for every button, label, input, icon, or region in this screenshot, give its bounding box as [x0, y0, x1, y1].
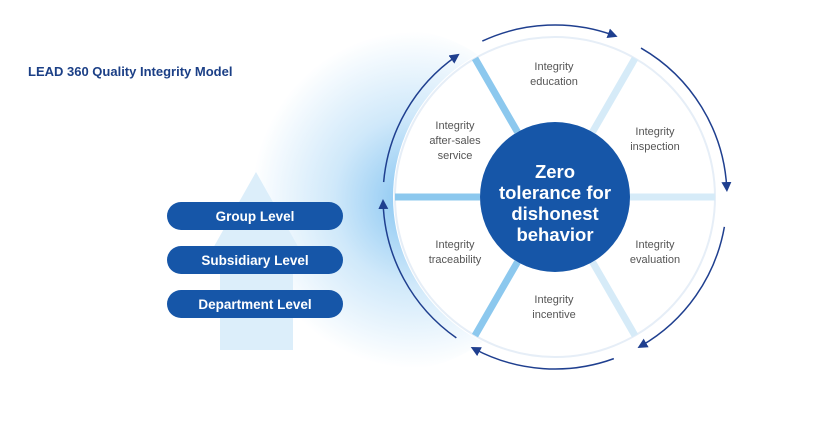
- segment-label: after-sales: [429, 135, 481, 147]
- cycle-arrow-icon: [382, 53, 460, 183]
- segment-label: Integrity: [534, 61, 574, 73]
- segment-divider: [589, 260, 639, 338]
- segment-divider: [471, 56, 521, 134]
- segment-label: Integrity: [534, 294, 574, 306]
- segment-label: inspection: [630, 141, 680, 153]
- segment-divider: [589, 56, 639, 134]
- segment-divider: [471, 260, 521, 338]
- segment-label: Integrity: [635, 126, 675, 138]
- page-title: LEAD 360 Quality Integrity Model: [28, 64, 233, 79]
- segment-label: incentive: [532, 309, 575, 321]
- cycle-arrow-icon: [378, 199, 457, 339]
- cycle-arrow-icon: [640, 47, 732, 192]
- segment-label: Integrity: [435, 120, 475, 132]
- center-circle: [480, 122, 630, 272]
- segment-label: traceability: [429, 254, 482, 266]
- segment-label: Integrity: [635, 239, 675, 251]
- center-line-3: dishonest: [511, 203, 598, 224]
- center-line-1: Zero: [535, 161, 575, 182]
- cycle-arrow-icon: [637, 226, 726, 348]
- cycle-arrow-icon: [470, 346, 615, 370]
- segment-label: service: [438, 150, 473, 162]
- center-line-4: behavior: [516, 224, 593, 245]
- level-department: Department Level: [167, 290, 343, 318]
- segment-label: Integrity: [435, 239, 475, 251]
- level-group: Group Level: [167, 202, 343, 230]
- level-subsidiary: Subsidiary Level: [167, 246, 343, 274]
- segment-label: education: [530, 76, 578, 88]
- segment-label: evaluation: [630, 254, 680, 266]
- cycle-arrow-icon: [481, 24, 618, 42]
- center-line-2: tolerance for: [499, 182, 611, 203]
